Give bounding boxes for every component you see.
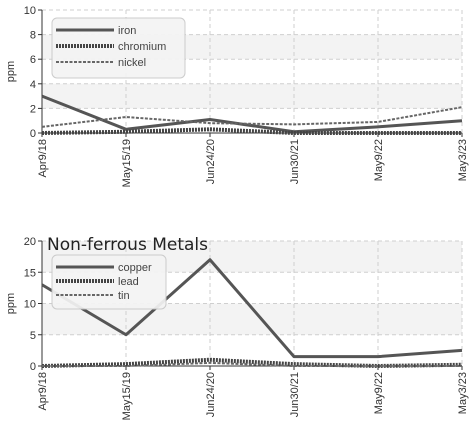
y-tick-label: 8 (30, 30, 36, 42)
series-line-lead (41, 357, 463, 368)
y-axis-label: ppm (5, 293, 17, 314)
x-tick-label: May3/23 (457, 372, 469, 414)
y-tick-label: 15 (24, 267, 36, 279)
x-tick-label: May15/19 (121, 372, 133, 420)
x-tick-label: Jun24/20 (205, 372, 217, 417)
y-tick-label: 0 (30, 361, 36, 373)
chart-title-non-ferrous: Non-ferrous Metals (47, 235, 209, 255)
y-tick-label: 0 (30, 128, 36, 140)
legend-label-chromium: chromium (118, 41, 166, 53)
y-axis-label: ppm (5, 61, 17, 82)
legend-label-tin: tin (118, 290, 130, 302)
y-tick-label: 20 (24, 236, 36, 248)
non-ferrous-metals-chart: 0 5 10 15 20 Apr9/18 May15/19 Jun24/20 Jun30/21 M… (5, 236, 469, 420)
y-tick-label: 5 (30, 330, 36, 342)
x-tick-label: Jun30/21 (289, 372, 301, 417)
wear-metals-chart: 0 2 4 6 8 10 Apr9/18 May15/19 Jun24/20 Jun30/21 Ma… (5, 5, 469, 187)
series-line-tin (42, 361, 462, 367)
legend-label-nickel: nickel (118, 57, 146, 69)
x-tick-label: May9/22 (373, 139, 385, 181)
legend-label-copper: copper (118, 262, 152, 274)
series-line-nickel (41, 106, 463, 128)
y-tick-label: 4 (30, 79, 36, 91)
x-tick-label: May9/22 (373, 372, 385, 414)
y-tick-label: 10 (24, 5, 36, 17)
x-tick-label: May15/19 (121, 139, 133, 187)
series-line-iron (41, 94, 463, 134)
legend-label-iron: iron (118, 25, 136, 37)
x-tick-label: Jun24/20 (205, 139, 217, 184)
series-line-chromium (41, 127, 462, 135)
x-tick-label: Apr9/18 (37, 139, 49, 178)
x-tick-label: Apr9/18 (37, 372, 49, 411)
y-tick-label: 6 (30, 54, 36, 66)
y-tick-label: 10 (24, 299, 36, 311)
plot-band (42, 83, 462, 109)
x-tick-label: May3/23 (457, 139, 469, 181)
legend-label-lead: lead (118, 276, 139, 288)
series-line-copper (41, 258, 463, 359)
y-tick-label: 2 (30, 103, 36, 115)
x-tick-label: Jun30/21 (289, 139, 301, 184)
